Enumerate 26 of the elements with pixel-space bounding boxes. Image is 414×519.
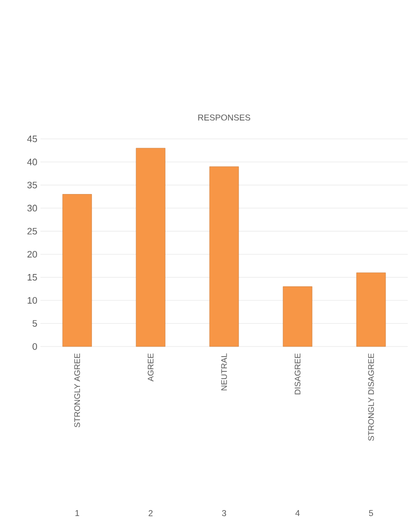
y-tick-label: 25 <box>27 228 37 234</box>
x-tick-label: NEUTRAL <box>221 353 227 390</box>
y-tick-label: 5 <box>32 320 37 327</box>
bar <box>356 272 386 347</box>
text: 1 <box>75 510 79 516</box>
y-tick-label: 15 <box>28 274 37 281</box>
y-tick-label: 40 <box>27 158 37 166</box>
y-tick-label: 0 <box>32 343 37 350</box>
text: 4 <box>295 510 300 516</box>
y-tick-label: 10 <box>28 297 37 304</box>
bar <box>62 194 92 347</box>
x-tick-label: AGREE <box>148 354 154 382</box>
x-tick-label: DISAGREE <box>294 354 300 394</box>
text: 2 <box>148 510 152 516</box>
chart-title: RESPONSES <box>198 114 250 121</box>
y-tick-label: 45 <box>27 136 37 142</box>
text: 3 <box>222 510 226 516</box>
x-tick-label: STRONGLY DISAGREE <box>368 354 374 441</box>
y-tick-label: 30 <box>27 204 37 212</box>
text: 5 <box>368 510 373 516</box>
x-tick-label: STRONGLY AGREE <box>74 354 80 428</box>
bar <box>282 286 312 347</box>
y-tick-label: 35 <box>27 182 37 188</box>
bar <box>209 166 239 347</box>
y-tick-label: 20 <box>27 250 37 258</box>
bar <box>136 148 166 347</box>
